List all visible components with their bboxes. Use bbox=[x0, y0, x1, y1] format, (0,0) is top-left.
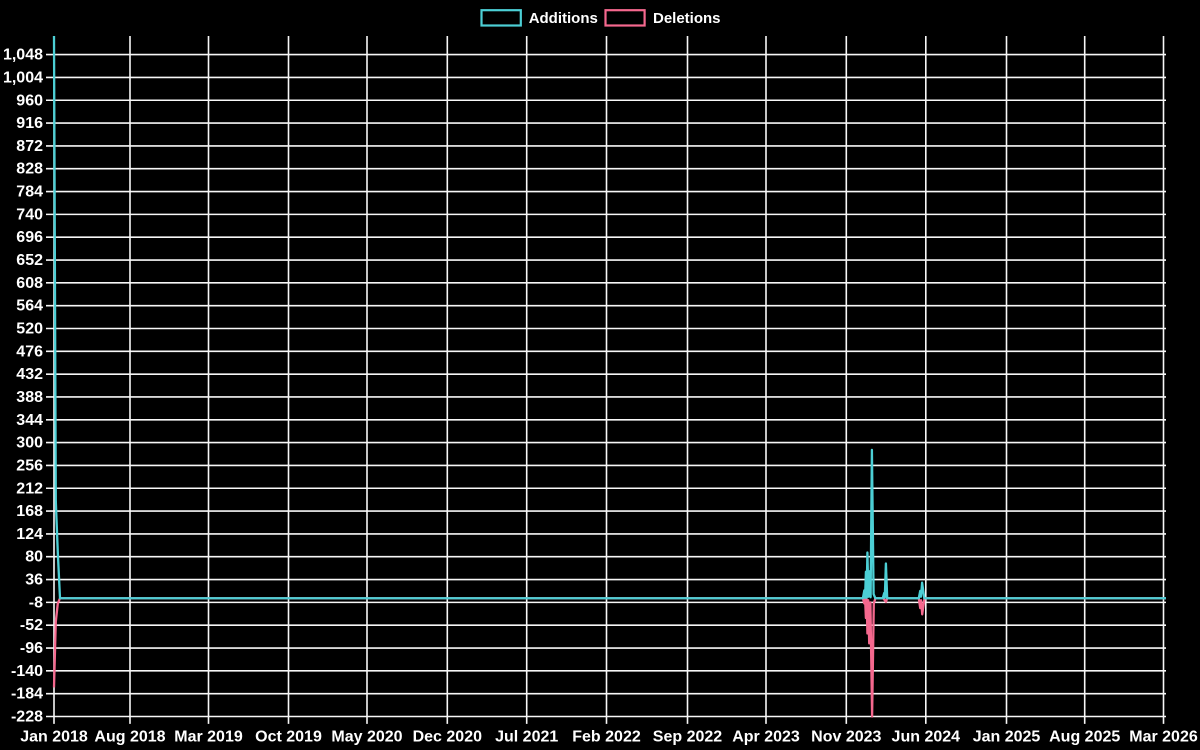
svg-text:Jun 2024: Jun 2024 bbox=[892, 729, 961, 746]
svg-text:916: 916 bbox=[16, 115, 43, 132]
svg-text:Dec 2020: Dec 2020 bbox=[413, 729, 482, 746]
svg-text:Aug 2018: Aug 2018 bbox=[94, 729, 165, 746]
svg-text:May 2020: May 2020 bbox=[331, 729, 402, 746]
svg-text:476: 476 bbox=[16, 343, 43, 360]
svg-text:1,004: 1,004 bbox=[3, 69, 43, 86]
svg-text:300: 300 bbox=[16, 435, 43, 452]
svg-text:124: 124 bbox=[16, 526, 43, 543]
svg-text:344: 344 bbox=[16, 412, 43, 429]
svg-text:652: 652 bbox=[16, 252, 43, 269]
svg-text:Jan 2018: Jan 2018 bbox=[20, 729, 88, 746]
svg-text:Mar 2026: Mar 2026 bbox=[1129, 729, 1198, 746]
svg-text:Nov 2023: Nov 2023 bbox=[811, 729, 881, 746]
svg-text:696: 696 bbox=[16, 229, 43, 246]
svg-text:Oct 2019: Oct 2019 bbox=[255, 729, 322, 746]
svg-text:608: 608 bbox=[16, 275, 43, 292]
svg-text:872: 872 bbox=[16, 138, 43, 155]
svg-text:960: 960 bbox=[16, 92, 43, 109]
svg-text:-52: -52 bbox=[20, 617, 43, 634]
svg-text:784: 784 bbox=[16, 184, 43, 201]
svg-text:Additions: Additions bbox=[529, 10, 598, 27]
svg-text:Deletions: Deletions bbox=[653, 10, 721, 27]
svg-text:36: 36 bbox=[25, 572, 43, 589]
svg-text:212: 212 bbox=[16, 480, 43, 497]
svg-text:Aug 2025: Aug 2025 bbox=[1049, 729, 1120, 746]
svg-text:432: 432 bbox=[16, 366, 43, 383]
svg-text:-140: -140 bbox=[11, 663, 43, 680]
svg-text:-96: -96 bbox=[20, 640, 43, 657]
svg-text:80: 80 bbox=[25, 549, 43, 566]
svg-text:740: 740 bbox=[16, 206, 43, 223]
svg-text:520: 520 bbox=[16, 320, 43, 337]
svg-text:-8: -8 bbox=[29, 594, 43, 611]
svg-text:-228: -228 bbox=[11, 709, 43, 726]
svg-text:828: 828 bbox=[16, 161, 43, 178]
svg-text:Sep 2022: Sep 2022 bbox=[653, 729, 722, 746]
svg-text:388: 388 bbox=[16, 389, 43, 406]
svg-text:Jan 2025: Jan 2025 bbox=[973, 729, 1041, 746]
svg-text:-184: -184 bbox=[11, 686, 43, 703]
svg-text:Apr 2023: Apr 2023 bbox=[732, 729, 800, 746]
svg-text:Feb 2022: Feb 2022 bbox=[572, 729, 641, 746]
svg-text:564: 564 bbox=[16, 298, 43, 315]
svg-text:256: 256 bbox=[16, 457, 43, 474]
svg-text:Mar 2019: Mar 2019 bbox=[174, 729, 243, 746]
svg-text:1,048: 1,048 bbox=[3, 47, 43, 64]
svg-text:168: 168 bbox=[16, 503, 43, 520]
svg-text:Jul 2021: Jul 2021 bbox=[495, 729, 558, 746]
